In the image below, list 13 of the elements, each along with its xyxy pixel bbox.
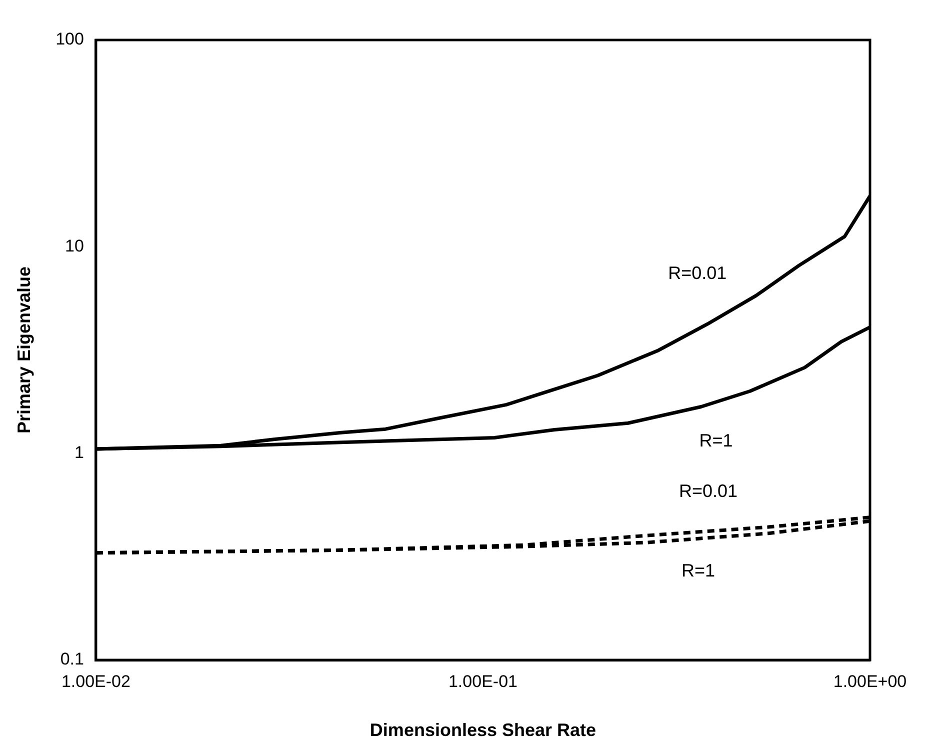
x-axis-title: Dimensionless Shear Rate <box>370 720 596 740</box>
series-label: R=1 <box>699 430 733 451</box>
series-label: R=0.01 <box>679 480 738 501</box>
y-tick-label: 0.1 <box>60 650 84 669</box>
y-tick-label: 1 <box>74 443 84 462</box>
x-tick-label: 1.00E-01 <box>448 672 518 691</box>
series-label: R=1 <box>682 560 716 580</box>
y-tick-label: 10 <box>65 236 84 256</box>
x-tick-label: 1.00E-02 <box>61 672 130 691</box>
x-tick-label: 1.00E+00 <box>833 672 907 691</box>
y-tick-label: 100 <box>56 30 84 49</box>
series-label: R=0.01 <box>668 263 727 284</box>
y-axis-title: Primary Eigenvalue <box>14 266 34 434</box>
